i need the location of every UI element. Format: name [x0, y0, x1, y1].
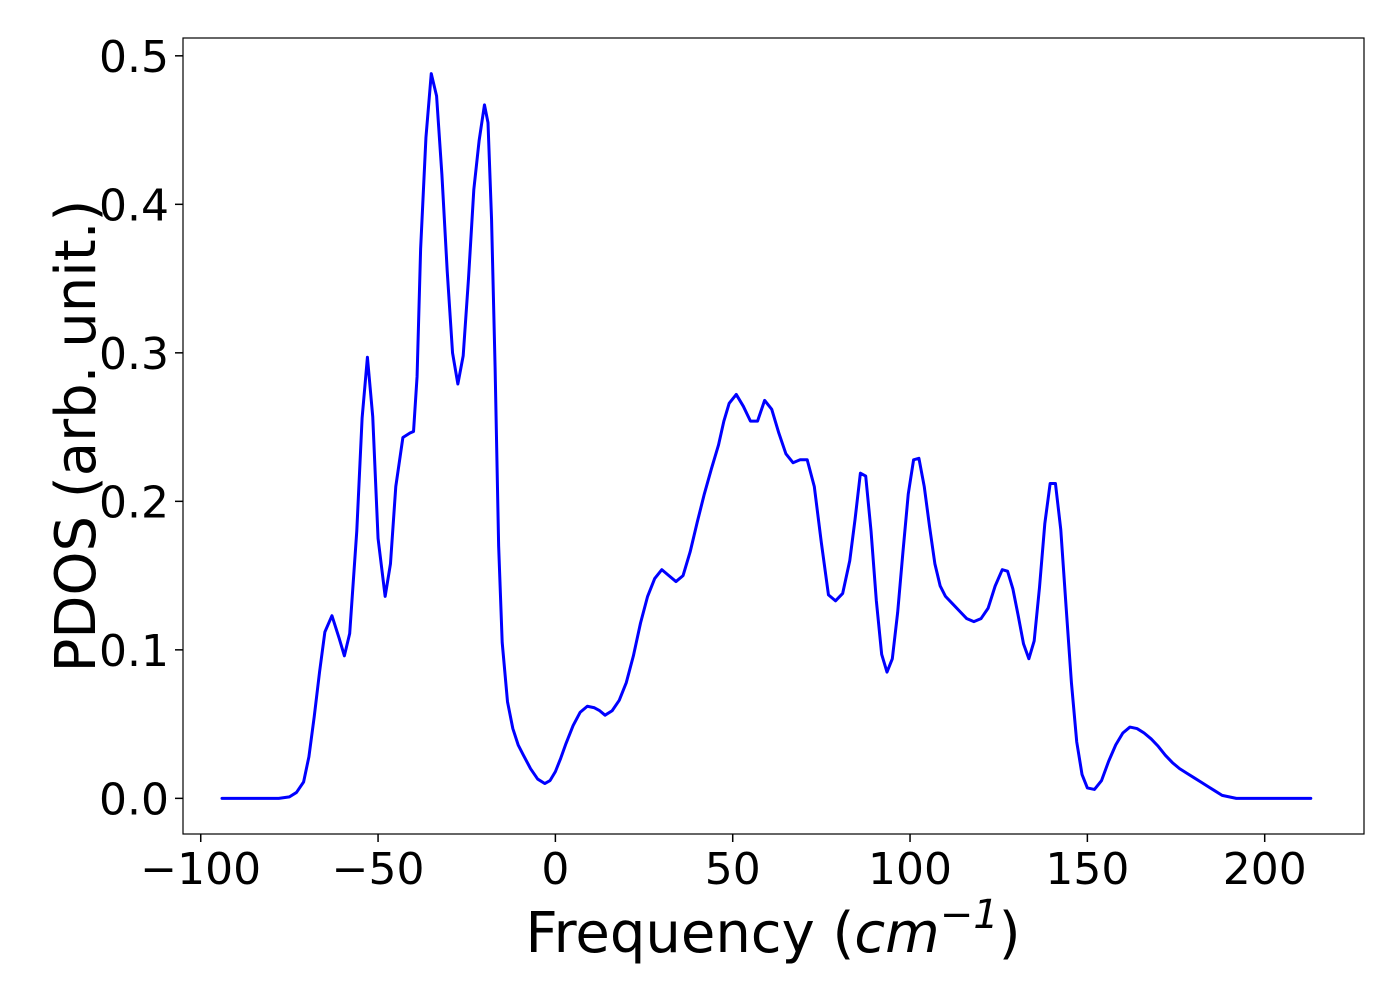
y-tick-label: 0.3 — [99, 329, 169, 380]
y-axis-ticks: 0.0 0.1 0.2 0.3 0.4 0.5 — [99, 32, 183, 825]
x-tick-label: 0 — [541, 844, 569, 895]
x-tick-label: −50 — [332, 844, 425, 895]
x-tick-label: 200 — [1223, 844, 1307, 895]
y-tick-label: 0.0 — [99, 774, 169, 825]
x-axis-ticks: −100 −50 0 50 100 150 200 — [140, 834, 1307, 895]
pdos-series-line — [220, 72, 1313, 800]
plot-area-frame — [182, 37, 1365, 835]
y-tick-label: 0.1 — [99, 626, 169, 677]
y-tick-label: 0.5 — [99, 32, 169, 83]
y-tick-label: 0.4 — [99, 180, 169, 231]
x-tick-label: −100 — [140, 844, 261, 895]
x-tick-label: 100 — [868, 844, 952, 895]
y-tick-label: 0.2 — [99, 477, 169, 528]
y-axis-label: PDOS (arb. unit.) — [44, 200, 109, 673]
x-axis-label-exponent: −1 — [940, 892, 999, 938]
x-axis-label: Frequency (cm−1) — [525, 892, 1020, 966]
x-tick-label: 50 — [705, 844, 761, 895]
x-axis-label-unit: cm — [854, 901, 939, 966]
x-axis-label-prefix: Frequency ( — [525, 901, 854, 966]
x-axis-label-suffix: ) — [999, 901, 1021, 966]
x-tick-label: 150 — [1045, 844, 1129, 895]
